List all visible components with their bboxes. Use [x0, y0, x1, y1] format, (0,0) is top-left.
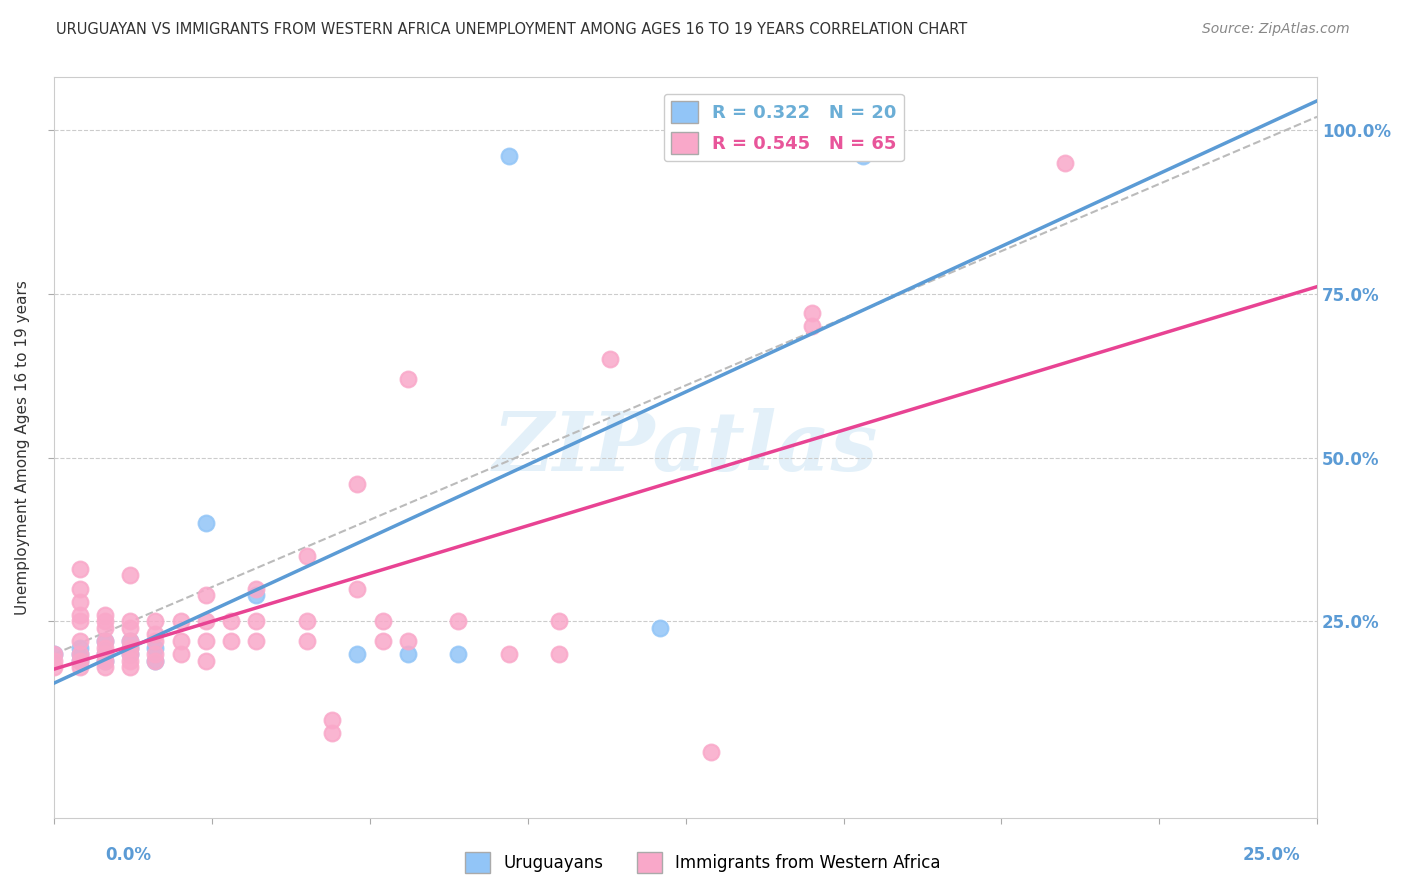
Point: [94, 615, 117, 629]
Point: [69, 562, 91, 576]
Legend: Uruguayans, Immigrants from Western Africa: Uruguayans, Immigrants from Western Afri…: [458, 846, 948, 880]
Point: [1053, 155, 1076, 169]
Point: [548, 647, 571, 661]
Point: [194, 634, 217, 648]
Point: [295, 549, 318, 563]
Point: [801, 306, 824, 320]
Legend: R = 0.322   N = 20, R = 0.545   N = 65: R = 0.322 N = 20, R = 0.545 N = 65: [664, 94, 904, 161]
Point: [143, 634, 166, 648]
Point: [94, 654, 117, 668]
Point: [447, 647, 470, 661]
Text: Source: ZipAtlas.com: Source: ZipAtlas.com: [1202, 22, 1350, 37]
Point: [219, 634, 242, 648]
Point: [120, 660, 142, 674]
Point: [321, 713, 343, 727]
Point: [295, 615, 318, 629]
Point: [245, 588, 267, 602]
Point: [169, 647, 191, 661]
Text: ZIPatlas: ZIPatlas: [494, 408, 879, 488]
Point: [69, 640, 91, 655]
Point: [94, 654, 117, 668]
Point: [69, 582, 91, 596]
Point: [69, 654, 91, 668]
Point: [94, 640, 117, 655]
Point: [599, 352, 621, 367]
Point: [120, 568, 142, 582]
Point: [69, 607, 91, 622]
Point: [371, 615, 394, 629]
Point: [194, 654, 217, 668]
Point: [194, 588, 217, 602]
Point: [120, 647, 142, 661]
Point: [396, 647, 419, 661]
Point: [194, 516, 217, 530]
Point: [396, 372, 419, 386]
Point: [94, 647, 117, 661]
Point: [371, 634, 394, 648]
Point: [143, 654, 166, 668]
Point: [69, 595, 91, 609]
Point: [143, 647, 166, 661]
Point: [120, 654, 142, 668]
Point: [143, 640, 166, 655]
Point: [44, 647, 66, 661]
Point: [44, 647, 66, 661]
Point: [69, 634, 91, 648]
Point: [346, 476, 368, 491]
Point: [498, 647, 520, 661]
Point: [120, 634, 142, 648]
Point: [396, 634, 419, 648]
Point: [120, 640, 142, 655]
Point: [69, 615, 91, 629]
Point: [498, 149, 520, 163]
Point: [245, 615, 267, 629]
Point: [295, 634, 318, 648]
Point: [169, 615, 191, 629]
Point: [69, 660, 91, 674]
Text: 25.0%: 25.0%: [1243, 846, 1301, 863]
Point: [447, 615, 470, 629]
Point: [94, 621, 117, 635]
Point: [143, 615, 166, 629]
Point: [120, 640, 142, 655]
Point: [120, 621, 142, 635]
Point: [69, 647, 91, 661]
Point: [245, 582, 267, 596]
Point: [801, 319, 824, 334]
Point: [548, 615, 571, 629]
Point: [245, 634, 267, 648]
Point: [219, 615, 242, 629]
Point: [94, 634, 117, 648]
Point: [700, 745, 723, 759]
Point: [650, 621, 672, 635]
Point: [143, 627, 166, 641]
Point: [851, 149, 873, 163]
Point: [143, 654, 166, 668]
Point: [94, 647, 117, 661]
Point: [94, 660, 117, 674]
Point: [194, 615, 217, 629]
Point: [69, 654, 91, 668]
Text: 0.0%: 0.0%: [105, 846, 152, 863]
Point: [120, 634, 142, 648]
Point: [44, 660, 66, 674]
Point: [94, 634, 117, 648]
Point: [169, 634, 191, 648]
Point: [120, 647, 142, 661]
Point: [69, 647, 91, 661]
Point: [321, 725, 343, 739]
Point: [346, 582, 368, 596]
Y-axis label: Unemployment Among Ages 16 to 19 years: Unemployment Among Ages 16 to 19 years: [15, 280, 30, 615]
Text: URUGUAYAN VS IMMIGRANTS FROM WESTERN AFRICA UNEMPLOYMENT AMONG AGES 16 TO 19 YEA: URUGUAYAN VS IMMIGRANTS FROM WESTERN AFR…: [56, 22, 967, 37]
Point: [44, 654, 66, 668]
Point: [94, 607, 117, 622]
Point: [346, 647, 368, 661]
Point: [120, 615, 142, 629]
